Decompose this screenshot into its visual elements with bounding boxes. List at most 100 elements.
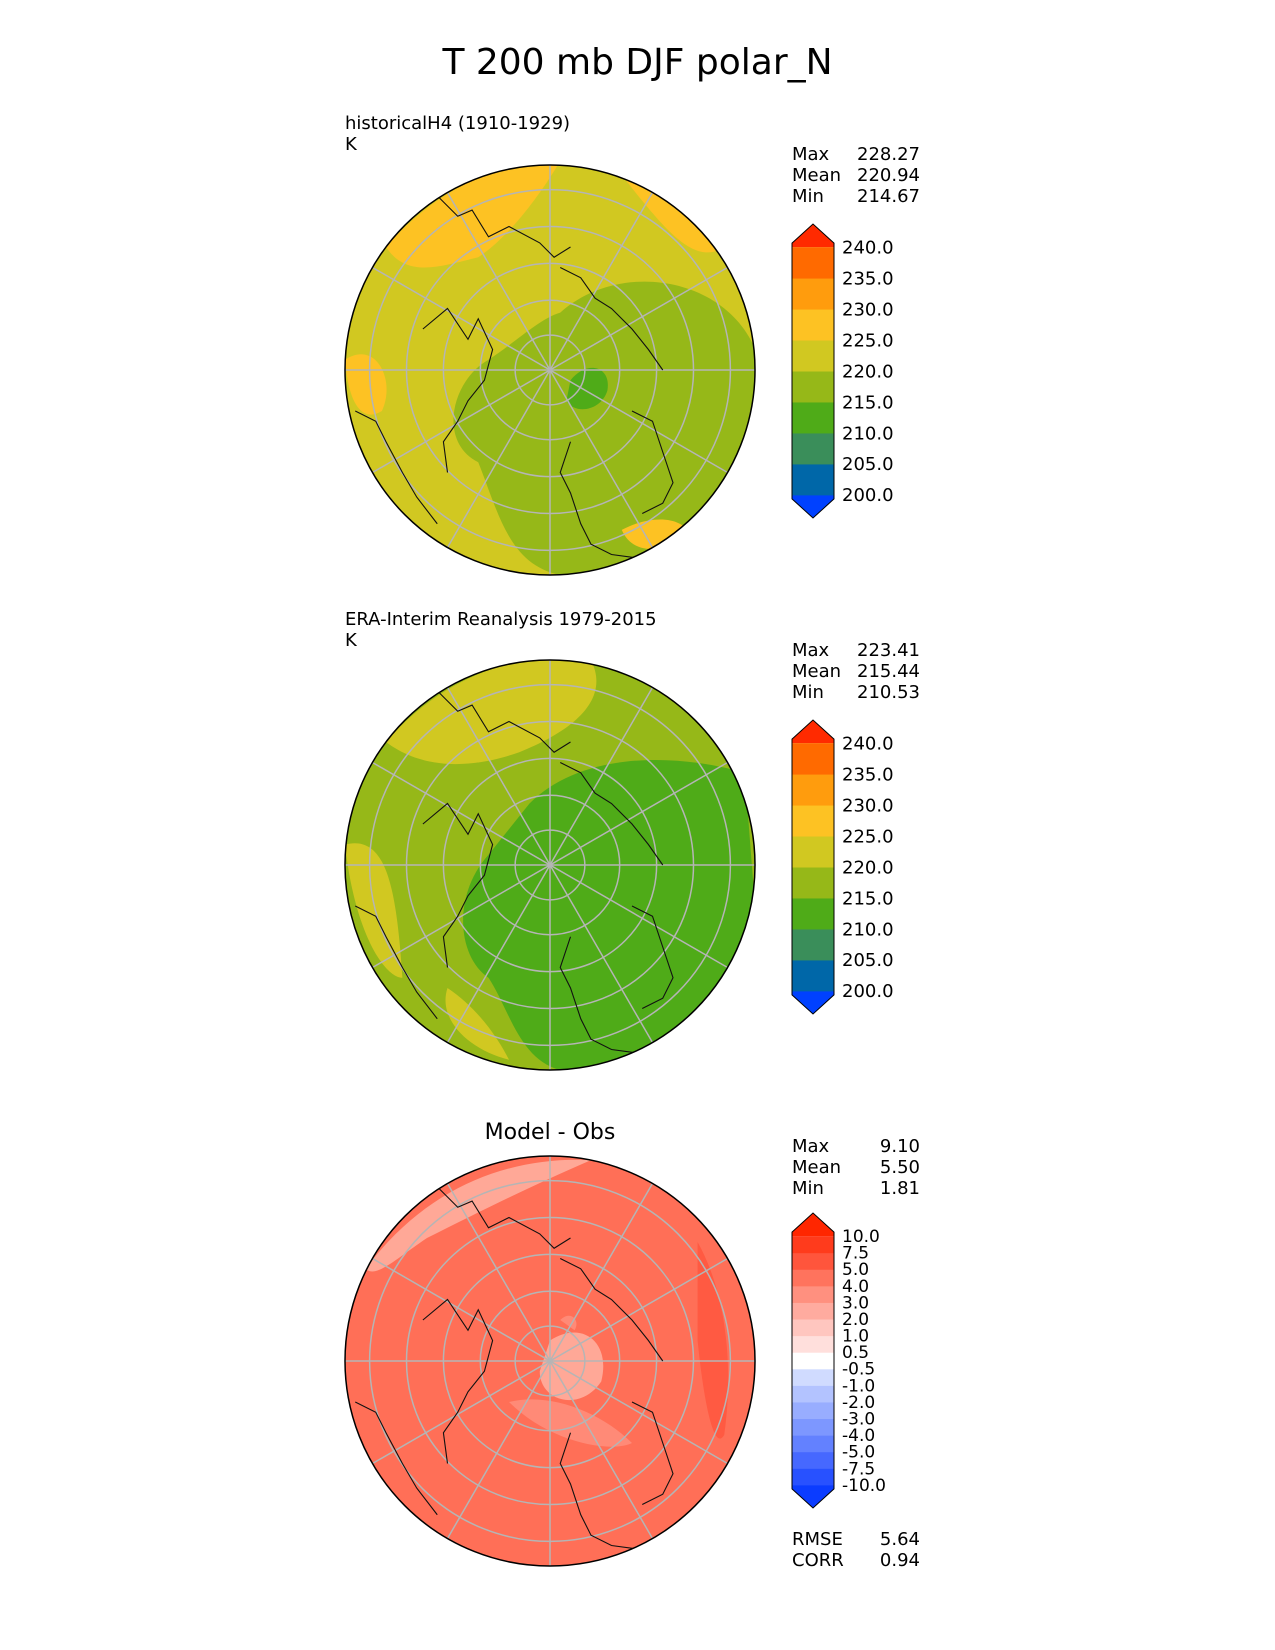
coastline [631, 905, 674, 1009]
coastline [355, 1401, 438, 1516]
colorbar-tick-label: 205.0 [842, 454, 894, 475]
colorbar-swatch [792, 836, 834, 868]
colorbar-tick-label: 215.0 [842, 392, 894, 413]
colorbar-tick-label: 10.0 [842, 1227, 880, 1247]
panel1-title: historicalH4 (1910-1929) [345, 113, 571, 134]
colorbar-tick-label: 2.0 [842, 1310, 869, 1330]
panel1-mean: 220.94 [857, 165, 920, 186]
graticule [345, 1156, 755, 1566]
panel2-mean: 215.44 [857, 661, 920, 682]
coastlines [355, 195, 674, 560]
colorbar-swatch [792, 1252, 834, 1270]
stat-label-corr: CORR [792, 1550, 844, 1571]
colorbar-tick-label: -3.0 [842, 1410, 875, 1430]
graticule [345, 165, 755, 575]
colorbar-tick-label: 0.5 [842, 1343, 869, 1363]
colorbar-swatch [792, 1435, 834, 1453]
panel2-title: ERA-Interim Reanalysis 1979-2015 [345, 609, 657, 630]
map-boundary [344, 1155, 756, 1567]
panel3-rmse: 5.64 [879, 1529, 920, 1550]
colorbar-swatch [792, 743, 834, 775]
coastline [631, 410, 674, 514]
panel1-title-block: historicalH4 (1910-1929) K [345, 113, 570, 155]
colorbar-swatch [792, 774, 834, 806]
colorbar-tick-label: -10.0 [842, 1476, 886, 1496]
coastline [560, 267, 664, 371]
coastline [631, 1401, 674, 1505]
colorbar-outline [791, 719, 835, 1015]
map-field [345, 660, 755, 1070]
panel3-corr: 0.94 [879, 1550, 920, 1571]
coastline [422, 802, 494, 968]
colorbar-swatch [792, 1468, 834, 1486]
panel3-min: 1.81 [879, 1178, 920, 1199]
field-region [345, 165, 725, 549]
figure-title: T 200 mb DJF polar_N [442, 42, 833, 83]
coastline [422, 1298, 494, 1464]
map-field [345, 1156, 755, 1566]
colorbar-tick-label: -7.5 [842, 1459, 875, 1479]
colorbar-swatch [792, 463, 834, 496]
colorbar-3: -10.0-7.5-5.0-4.0-3.0-2.0-1.0-0.50.51.02… [791, 1212, 886, 1509]
meridian-line [372, 761, 728, 969]
colorbar-swatch [792, 1236, 834, 1254]
coastline [436, 195, 571, 258]
coastline [436, 690, 571, 753]
colorbar-extend-min [792, 990, 834, 1014]
panel3-mean: 5.50 [879, 1157, 920, 1178]
stat-label-min: Min [792, 186, 824, 207]
panel2-title-block: ERA-Interim Reanalysis 1979-2015 K [345, 609, 657, 651]
panel2-min: 210.53 [857, 682, 920, 703]
field-region [345, 660, 597, 1060]
field-region [509, 1315, 632, 1447]
colorbar-tick-label: 240.0 [842, 237, 894, 258]
colorbar-tick-label: 1.0 [842, 1327, 869, 1347]
colorbar-tick-label: 200.0 [842, 485, 894, 506]
map-field [345, 165, 755, 575]
colorbar-extend-max [792, 1213, 834, 1237]
map-panel-1 [344, 164, 756, 576]
field-region [566, 367, 608, 410]
colorbar-swatch [792, 1352, 834, 1370]
colorbar-swatch [792, 1319, 834, 1337]
colorbar-swatch [792, 1418, 834, 1436]
meridian-line [372, 266, 728, 474]
stat-label-max: Max [792, 640, 830, 661]
field-region [453, 281, 755, 575]
colorbar-extend-max [792, 720, 834, 744]
colorbar-swatch [792, 928, 834, 961]
field-region [697, 1242, 729, 1439]
coastline [560, 1258, 664, 1362]
colorbar-tick-label: 235.0 [842, 268, 894, 289]
panel1-max: 228.27 [857, 144, 920, 165]
colorbar-swatch [792, 401, 834, 434]
colorbar-swatch [792, 371, 834, 403]
panel2-units: K [345, 630, 357, 651]
colorbar-tick-label: 220.0 [842, 361, 894, 382]
colorbar-swatch [792, 247, 834, 279]
colorbar-swatch [792, 867, 834, 899]
colorbar-tick-label: 5.0 [842, 1260, 869, 1280]
colorbar-tick-label: 220.0 [842, 857, 894, 878]
coastline [559, 936, 643, 1055]
panel1-min: 214.67 [857, 186, 920, 207]
colorbar-tick-label: -0.5 [842, 1360, 875, 1380]
stat-label-min: Min [792, 1178, 824, 1199]
colorbar-swatch [792, 897, 834, 930]
coastline [559, 1432, 643, 1551]
colorbar-swatch [792, 432, 834, 465]
colorbar-tick-label: 230.0 [842, 795, 894, 816]
colorbar-swatch [792, 1401, 834, 1420]
colorbar-tick-label: 4.0 [842, 1277, 869, 1297]
meridian-line [372, 1257, 728, 1465]
coastline [355, 410, 438, 525]
stat-label-mean: Mean [792, 165, 842, 186]
colorbar-swatch [792, 340, 834, 372]
panel2-max: 223.41 [857, 640, 920, 661]
colorbar-tick-label: 235.0 [842, 764, 894, 785]
colorbar-swatch [792, 1302, 834, 1320]
colorbar-swatch [792, 805, 834, 837]
map-panel-2 [344, 659, 756, 1071]
colorbar-tick-label: 210.0 [842, 423, 894, 444]
stat-label-mean: Mean [792, 661, 842, 682]
